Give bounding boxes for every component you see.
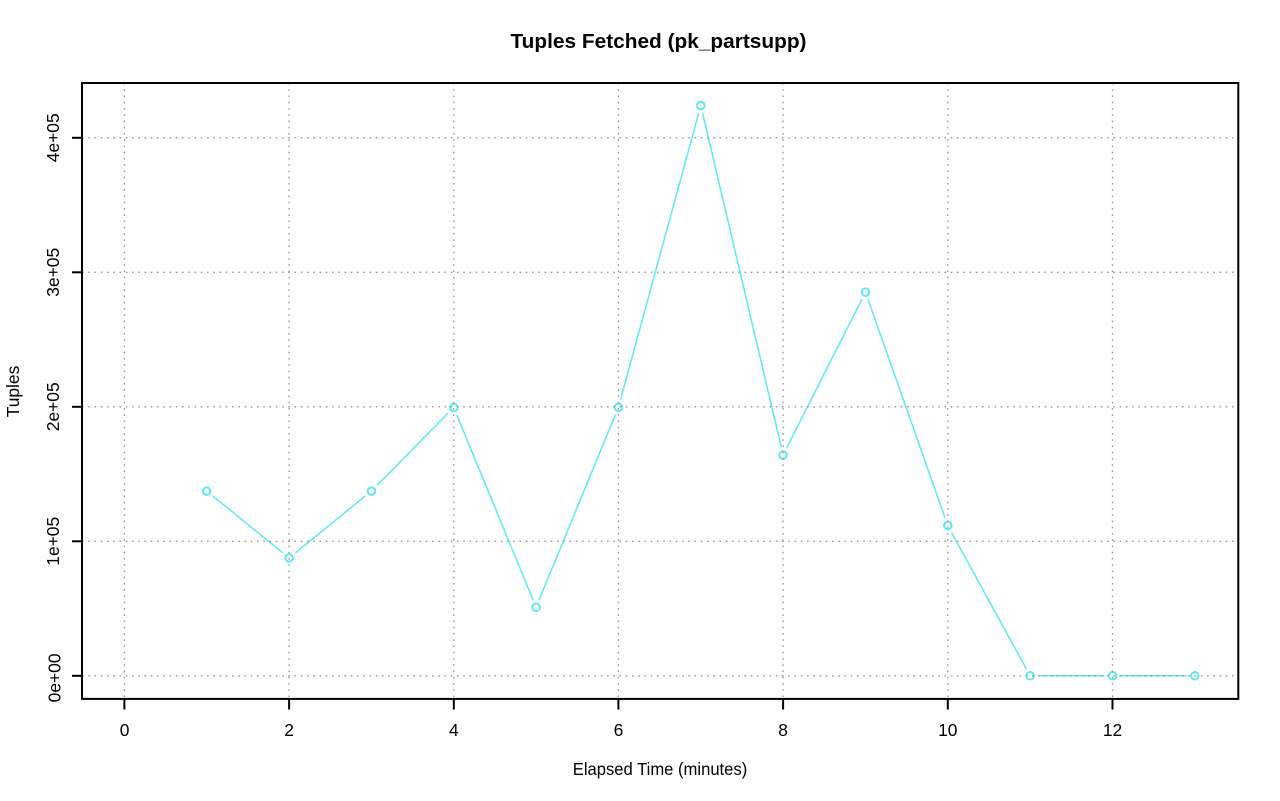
svg-text:3e+05: 3e+05 [43,248,63,297]
svg-text:Elapsed Time (minutes): Elapsed Time (minutes) [573,759,748,779]
svg-text:0e+00: 0e+00 [45,653,65,702]
svg-text:10: 10 [938,720,957,740]
svg-text:0: 0 [120,720,130,740]
svg-text:12: 12 [1103,720,1122,740]
svg-text:2: 2 [284,720,294,740]
svg-text:8: 8 [778,720,788,740]
svg-text:2e+05: 2e+05 [43,382,63,431]
svg-text:4: 4 [449,720,459,740]
svg-text:6: 6 [614,720,624,740]
svg-text:4e+05: 4e+05 [43,113,63,162]
svg-text:Tuples: Tuples [3,365,23,417]
svg-text:Tuples Fetched (pk_partsupp): Tuples Fetched (pk_partsupp) [511,30,807,53]
svg-text:1e+05: 1e+05 [43,517,63,566]
